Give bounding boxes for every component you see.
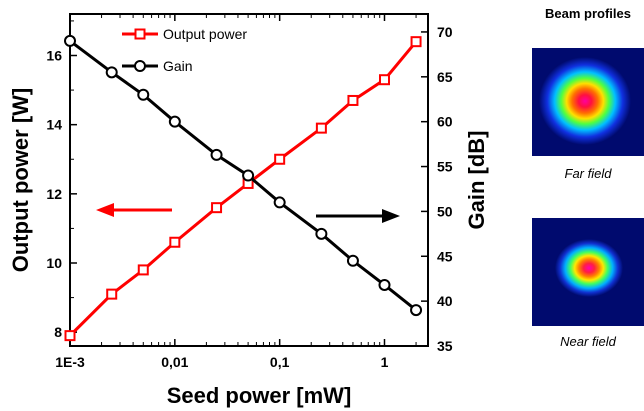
output-power-point bbox=[64, 330, 76, 342]
x-tick-label: 0,1 bbox=[270, 354, 290, 370]
left-arrow-head bbox=[96, 203, 114, 217]
gain-point bbox=[410, 304, 423, 317]
plot-frame bbox=[69, 13, 429, 347]
output-power-point bbox=[106, 288, 118, 300]
output-power-point bbox=[378, 74, 390, 86]
gain-point bbox=[273, 196, 286, 209]
gain-point bbox=[346, 254, 359, 267]
far-field-beam-image bbox=[532, 48, 644, 156]
near-field-beam-image bbox=[532, 218, 644, 326]
y-right-tick-label: 55 bbox=[437, 159, 453, 175]
y-right-tick-label: 45 bbox=[437, 248, 453, 264]
output-power-point bbox=[169, 236, 181, 248]
y-right-tick-label: 50 bbox=[437, 203, 453, 219]
gain-point bbox=[64, 34, 76, 47]
output-power-point bbox=[315, 122, 327, 134]
legend-gain-marker bbox=[134, 60, 146, 72]
y-left-tick-label: 12 bbox=[46, 186, 62, 202]
gain-point bbox=[168, 115, 181, 128]
y-right-tick-label: 35 bbox=[437, 338, 453, 354]
x-axis-title: Seed power [mW] bbox=[167, 383, 352, 408]
y-right-axis-title: Gain [dB] bbox=[464, 131, 489, 230]
legend-output-power-label: Output power bbox=[163, 26, 247, 42]
y-left-tick-label: 14 bbox=[46, 117, 62, 133]
beam-profiles-title: Beam profiles bbox=[545, 6, 631, 21]
output-power-point bbox=[211, 202, 223, 214]
output-power-point bbox=[137, 264, 149, 276]
gain-point bbox=[242, 169, 255, 182]
y-left-tick-label: 8 bbox=[54, 324, 62, 340]
y-left-axis-title: Output power [W] bbox=[8, 88, 33, 273]
gain-point bbox=[315, 227, 328, 240]
gain-point bbox=[105, 66, 118, 79]
y-right-tick-label: 60 bbox=[437, 114, 453, 130]
y-right-tick-label: 65 bbox=[437, 69, 453, 85]
x-tick-label: 0,01 bbox=[161, 354, 188, 370]
x-tick-label: 1 bbox=[381, 354, 389, 370]
y-right-tick-label: 40 bbox=[437, 293, 453, 309]
gain-point bbox=[378, 278, 391, 291]
far-field-caption: Far field bbox=[564, 166, 612, 181]
legend-output-power-marker bbox=[134, 28, 146, 40]
x-tick-label: 1E-3 bbox=[55, 354, 85, 370]
y-left-tick-label: 10 bbox=[46, 255, 62, 271]
output-power-point bbox=[347, 94, 359, 106]
output-power-point bbox=[274, 153, 286, 165]
y-right-tick-label: 70 bbox=[437, 24, 453, 40]
output-power-point bbox=[410, 36, 422, 48]
right-arrow-head bbox=[382, 209, 400, 223]
legend-gain-label: Gain bbox=[163, 58, 193, 74]
gain-point bbox=[137, 88, 150, 101]
gain-point bbox=[210, 148, 223, 161]
near-field-caption: Near field bbox=[560, 334, 616, 349]
y-left-tick-label: 16 bbox=[46, 48, 62, 64]
